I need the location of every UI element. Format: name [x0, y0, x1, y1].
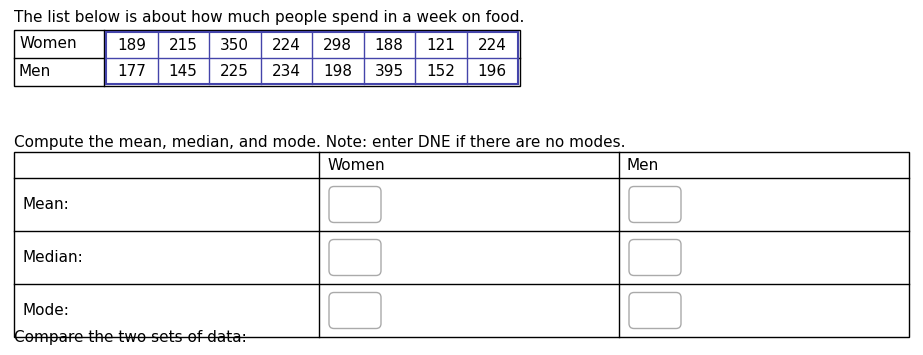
Text: Median:: Median: — [22, 250, 83, 265]
Text: 145: 145 — [169, 64, 198, 78]
FancyBboxPatch shape — [629, 240, 681, 275]
Bar — [14, 30, 520, 86]
Text: 298: 298 — [323, 38, 353, 53]
Text: 189: 189 — [117, 38, 146, 53]
Bar — [14, 152, 909, 337]
Bar — [106, 32, 518, 84]
Text: 224: 224 — [271, 38, 301, 53]
Text: Mean:: Mean: — [22, 197, 68, 212]
Text: 224: 224 — [478, 38, 507, 53]
Text: 215: 215 — [169, 38, 198, 53]
Text: Men: Men — [19, 65, 52, 80]
Text: 196: 196 — [478, 64, 507, 78]
FancyBboxPatch shape — [329, 240, 381, 275]
Text: Women: Women — [19, 37, 77, 51]
FancyBboxPatch shape — [629, 186, 681, 223]
Text: 152: 152 — [426, 64, 455, 78]
Text: 188: 188 — [375, 38, 403, 53]
Text: Men: Men — [627, 158, 659, 173]
Text: The list below is about how much people spend in a week on food.: The list below is about how much people … — [14, 10, 524, 25]
Text: 234: 234 — [271, 64, 301, 78]
Text: Compare the two sets of data:: Compare the two sets of data: — [14, 330, 246, 345]
FancyBboxPatch shape — [329, 293, 381, 328]
Text: 198: 198 — [323, 64, 353, 78]
Text: Mode:: Mode: — [22, 303, 69, 318]
Text: 121: 121 — [426, 38, 455, 53]
FancyBboxPatch shape — [329, 186, 381, 223]
Text: 350: 350 — [221, 38, 249, 53]
Text: 225: 225 — [221, 64, 249, 78]
Text: 177: 177 — [117, 64, 146, 78]
Text: Women: Women — [327, 158, 385, 173]
Text: 395: 395 — [375, 64, 404, 78]
Text: Compute the mean, median, and mode. Note: enter DNE if there are no modes.: Compute the mean, median, and mode. Note… — [14, 135, 626, 150]
FancyBboxPatch shape — [629, 293, 681, 328]
